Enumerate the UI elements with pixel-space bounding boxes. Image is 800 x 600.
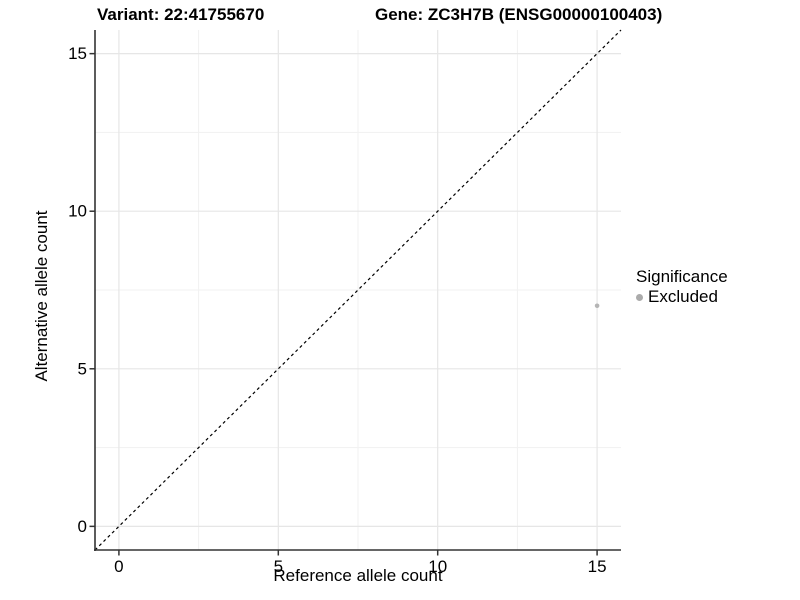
legend-title: Significance (636, 267, 728, 286)
excluded-marker-icon (636, 293, 643, 301)
x-tick-label: 15 (588, 557, 607, 576)
y-axis-title: Alternative allele count (32, 210, 51, 382)
x-tick-label: 5 (274, 557, 283, 576)
x-tick-label: 0 (114, 557, 123, 576)
y-tick-label: 5 (78, 359, 87, 378)
variant-title: Variant: 22:41755670 (97, 5, 265, 24)
legend-item-label: Excluded (648, 287, 718, 306)
x-axis-title: Reference allele count (273, 566, 443, 585)
x-tick-label: 10 (428, 557, 447, 576)
data-point (594, 303, 600, 309)
y-tick-label: 15 (68, 44, 87, 63)
gene-title: Gene: ZC3H7B (ENSG00000100403) (375, 5, 663, 24)
legend-item-excluded: Excluded (636, 287, 728, 307)
y-tick-label: 10 (68, 202, 87, 221)
legend: Significance Excluded (636, 266, 728, 307)
y-tick-label: 0 (78, 517, 87, 536)
